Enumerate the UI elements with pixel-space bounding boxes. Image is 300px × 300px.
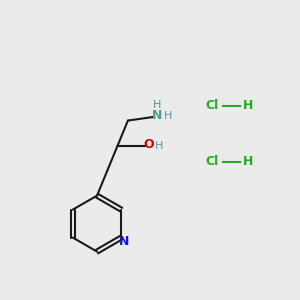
Text: H: H (153, 100, 161, 110)
Text: H: H (243, 155, 253, 168)
Text: H: H (155, 141, 164, 151)
Text: H: H (164, 111, 173, 121)
Text: O: O (143, 138, 154, 151)
Text: N: N (118, 235, 129, 248)
Text: Cl: Cl (205, 99, 218, 112)
Text: H: H (243, 99, 253, 112)
Text: N: N (152, 109, 163, 122)
Text: Cl: Cl (205, 155, 218, 168)
